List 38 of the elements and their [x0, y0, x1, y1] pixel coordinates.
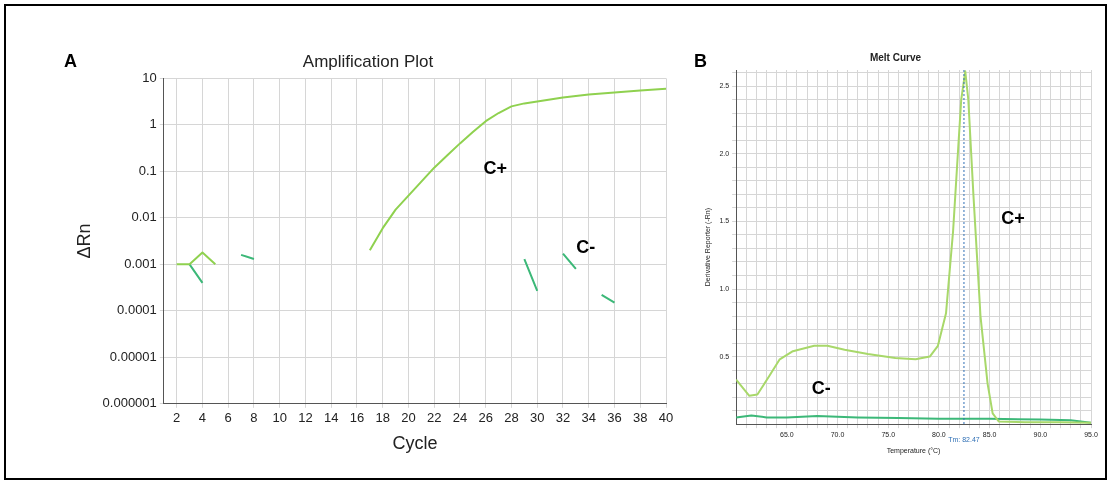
- x-tick-label: 20: [401, 410, 416, 426]
- y-tick-label: 0.000001: [102, 395, 157, 411]
- text: B: [694, 50, 707, 71]
- x-tick-label: 34: [581, 410, 596, 426]
- x-tick-label: 26: [478, 410, 493, 426]
- x-tick-label: 38: [633, 410, 648, 426]
- x-tick-label: 32: [555, 410, 571, 426]
- y-axis-title: ΔRn: [73, 223, 94, 259]
- x-tick-label: 10: [272, 410, 287, 426]
- text: A: [64, 50, 77, 71]
- y-tick-label: 0.00001: [109, 348, 157, 364]
- x-tick-label: 12: [298, 410, 313, 426]
- x-tick-label: 6: [224, 410, 232, 426]
- chart-title: Amplification Plot: [302, 51, 434, 71]
- y-tick-label: 10: [142, 69, 157, 85]
- series-label: C-: [811, 377, 831, 398]
- x-tick-label: 16: [349, 410, 365, 426]
- series-label: C+: [1001, 207, 1025, 228]
- x-tick-label: 30: [530, 410, 545, 426]
- y-tick-label: 0.0001: [117, 302, 157, 318]
- x-tick-label: 36: [607, 410, 622, 426]
- x-tick-label: 40: [658, 410, 674, 426]
- x-tick-label: 8: [250, 410, 258, 426]
- x-tick-label: 22: [426, 410, 442, 426]
- x-tick-label: 2: [173, 410, 181, 426]
- x-tick-label: 28: [504, 410, 519, 426]
- x-tick-label: 14: [323, 410, 339, 426]
- y-tick-label: 0.1: [138, 162, 157, 178]
- series-label: C+: [483, 158, 508, 179]
- x-tick-label: 18: [375, 410, 390, 426]
- x-tick-label: 24: [452, 410, 468, 426]
- series-label: C-: [576, 236, 596, 257]
- y-tick-label: 1: [149, 116, 157, 132]
- chart-title: Melt Curve: [869, 51, 922, 63]
- y-tick-label: 0.001: [124, 255, 157, 271]
- x-tick-label: 4: [198, 410, 207, 426]
- x-axis-title: Cycle: [392, 433, 438, 454]
- y-tick-label: 0.01: [131, 209, 157, 225]
